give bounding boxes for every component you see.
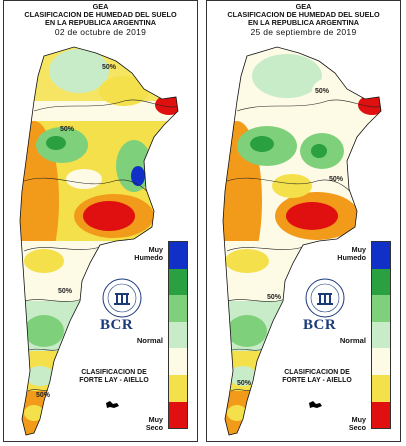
bcr-seal-logo [305, 278, 345, 318]
map-subtitle: EN LA REPUBLICA ARGENTINA [247, 18, 360, 27]
legend-label-bottom: Muy Seco [348, 415, 366, 432]
contour-label: 50% [329, 176, 344, 183]
classification-line-1: CLASIFICACION DE [81, 369, 147, 376]
legend-label-bottom: Muy Seco [145, 415, 163, 432]
legend-color-bar [168, 241, 188, 429]
islas-malvinas-icon [309, 401, 322, 408]
islas-malvinas-icon [106, 401, 119, 408]
bcr-logo-text: BCR [303, 317, 337, 333]
org-label: GEA [295, 2, 312, 11]
classification-line-2: FORTE LAY - AIELLO [79, 377, 149, 385]
map-panel-oct-02: GEA CLASIFICACION DE HUMEDAD DEL SUELO E… [3, 0, 198, 442]
legend-swatch [372, 295, 390, 322]
legend-swatch [169, 321, 187, 349]
legend-swatch [372, 242, 390, 269]
legend-swatch [372, 401, 390, 428]
classification-note: CLASIFICACION DE FORTE LAY - AIELLO [267, 369, 367, 386]
legend-label-top: Muy Humedo [134, 245, 163, 262]
map-panel-sep-25: GEA CLASIFICACION DE HUMEDAD DEL SUELO E… [206, 0, 401, 442]
contour-label: 50% [237, 380, 252, 387]
classification-note: CLASIFICACION DE FORTE LAY - AIELLO [64, 369, 164, 386]
legend-swatch [169, 268, 187, 296]
legend-color-bar [371, 241, 391, 429]
contour-label: 50% [58, 288, 73, 295]
classification-line-1: CLASIFICACION DE [284, 369, 350, 376]
legend-swatch [372, 321, 390, 349]
map-subtitle: EN LA REPUBLICA ARGENTINA [44, 18, 157, 27]
map-date: 25 de septiembre de 2019 [250, 27, 357, 37]
legend-swatch [169, 242, 187, 269]
contour-label: 50% [102, 64, 117, 71]
legend-swatch [372, 268, 390, 296]
legend-swatch [372, 374, 390, 402]
legend-swatch [169, 348, 187, 375]
classification-line-2: FORTE LAY - AIELLO [282, 377, 352, 385]
bcr-logo-text: BCR [100, 317, 134, 333]
legend-swatch [169, 295, 187, 322]
org-label: GEA [92, 2, 109, 11]
legend-label-top: Muy Humedo [337, 245, 366, 262]
map-date: 02 de octubre de 2019 [54, 27, 147, 37]
legend-label-middle: Normal [136, 336, 163, 345]
contour-label: 50% [60, 126, 75, 133]
map-title: CLASIFICACION DE HUMEDAD DEL SUELO [24, 10, 177, 19]
bcr-seal-logo [102, 278, 142, 318]
legend-swatch [169, 374, 187, 402]
soil-moisture-map: 50% 50% 50% 50% [222, 46, 382, 436]
legend-label-middle: Normal [339, 336, 366, 345]
legend-swatch [372, 348, 390, 375]
contour-label: 50% [36, 392, 51, 399]
contour-label: 50% [315, 88, 330, 95]
soil-moisture-map: 50% 50% 50% 50% [19, 46, 179, 436]
legend-swatch [169, 401, 187, 428]
map-title: CLASIFICACION DE HUMEDAD DEL SUELO [227, 10, 380, 19]
contour-label: 50% [267, 294, 282, 301]
